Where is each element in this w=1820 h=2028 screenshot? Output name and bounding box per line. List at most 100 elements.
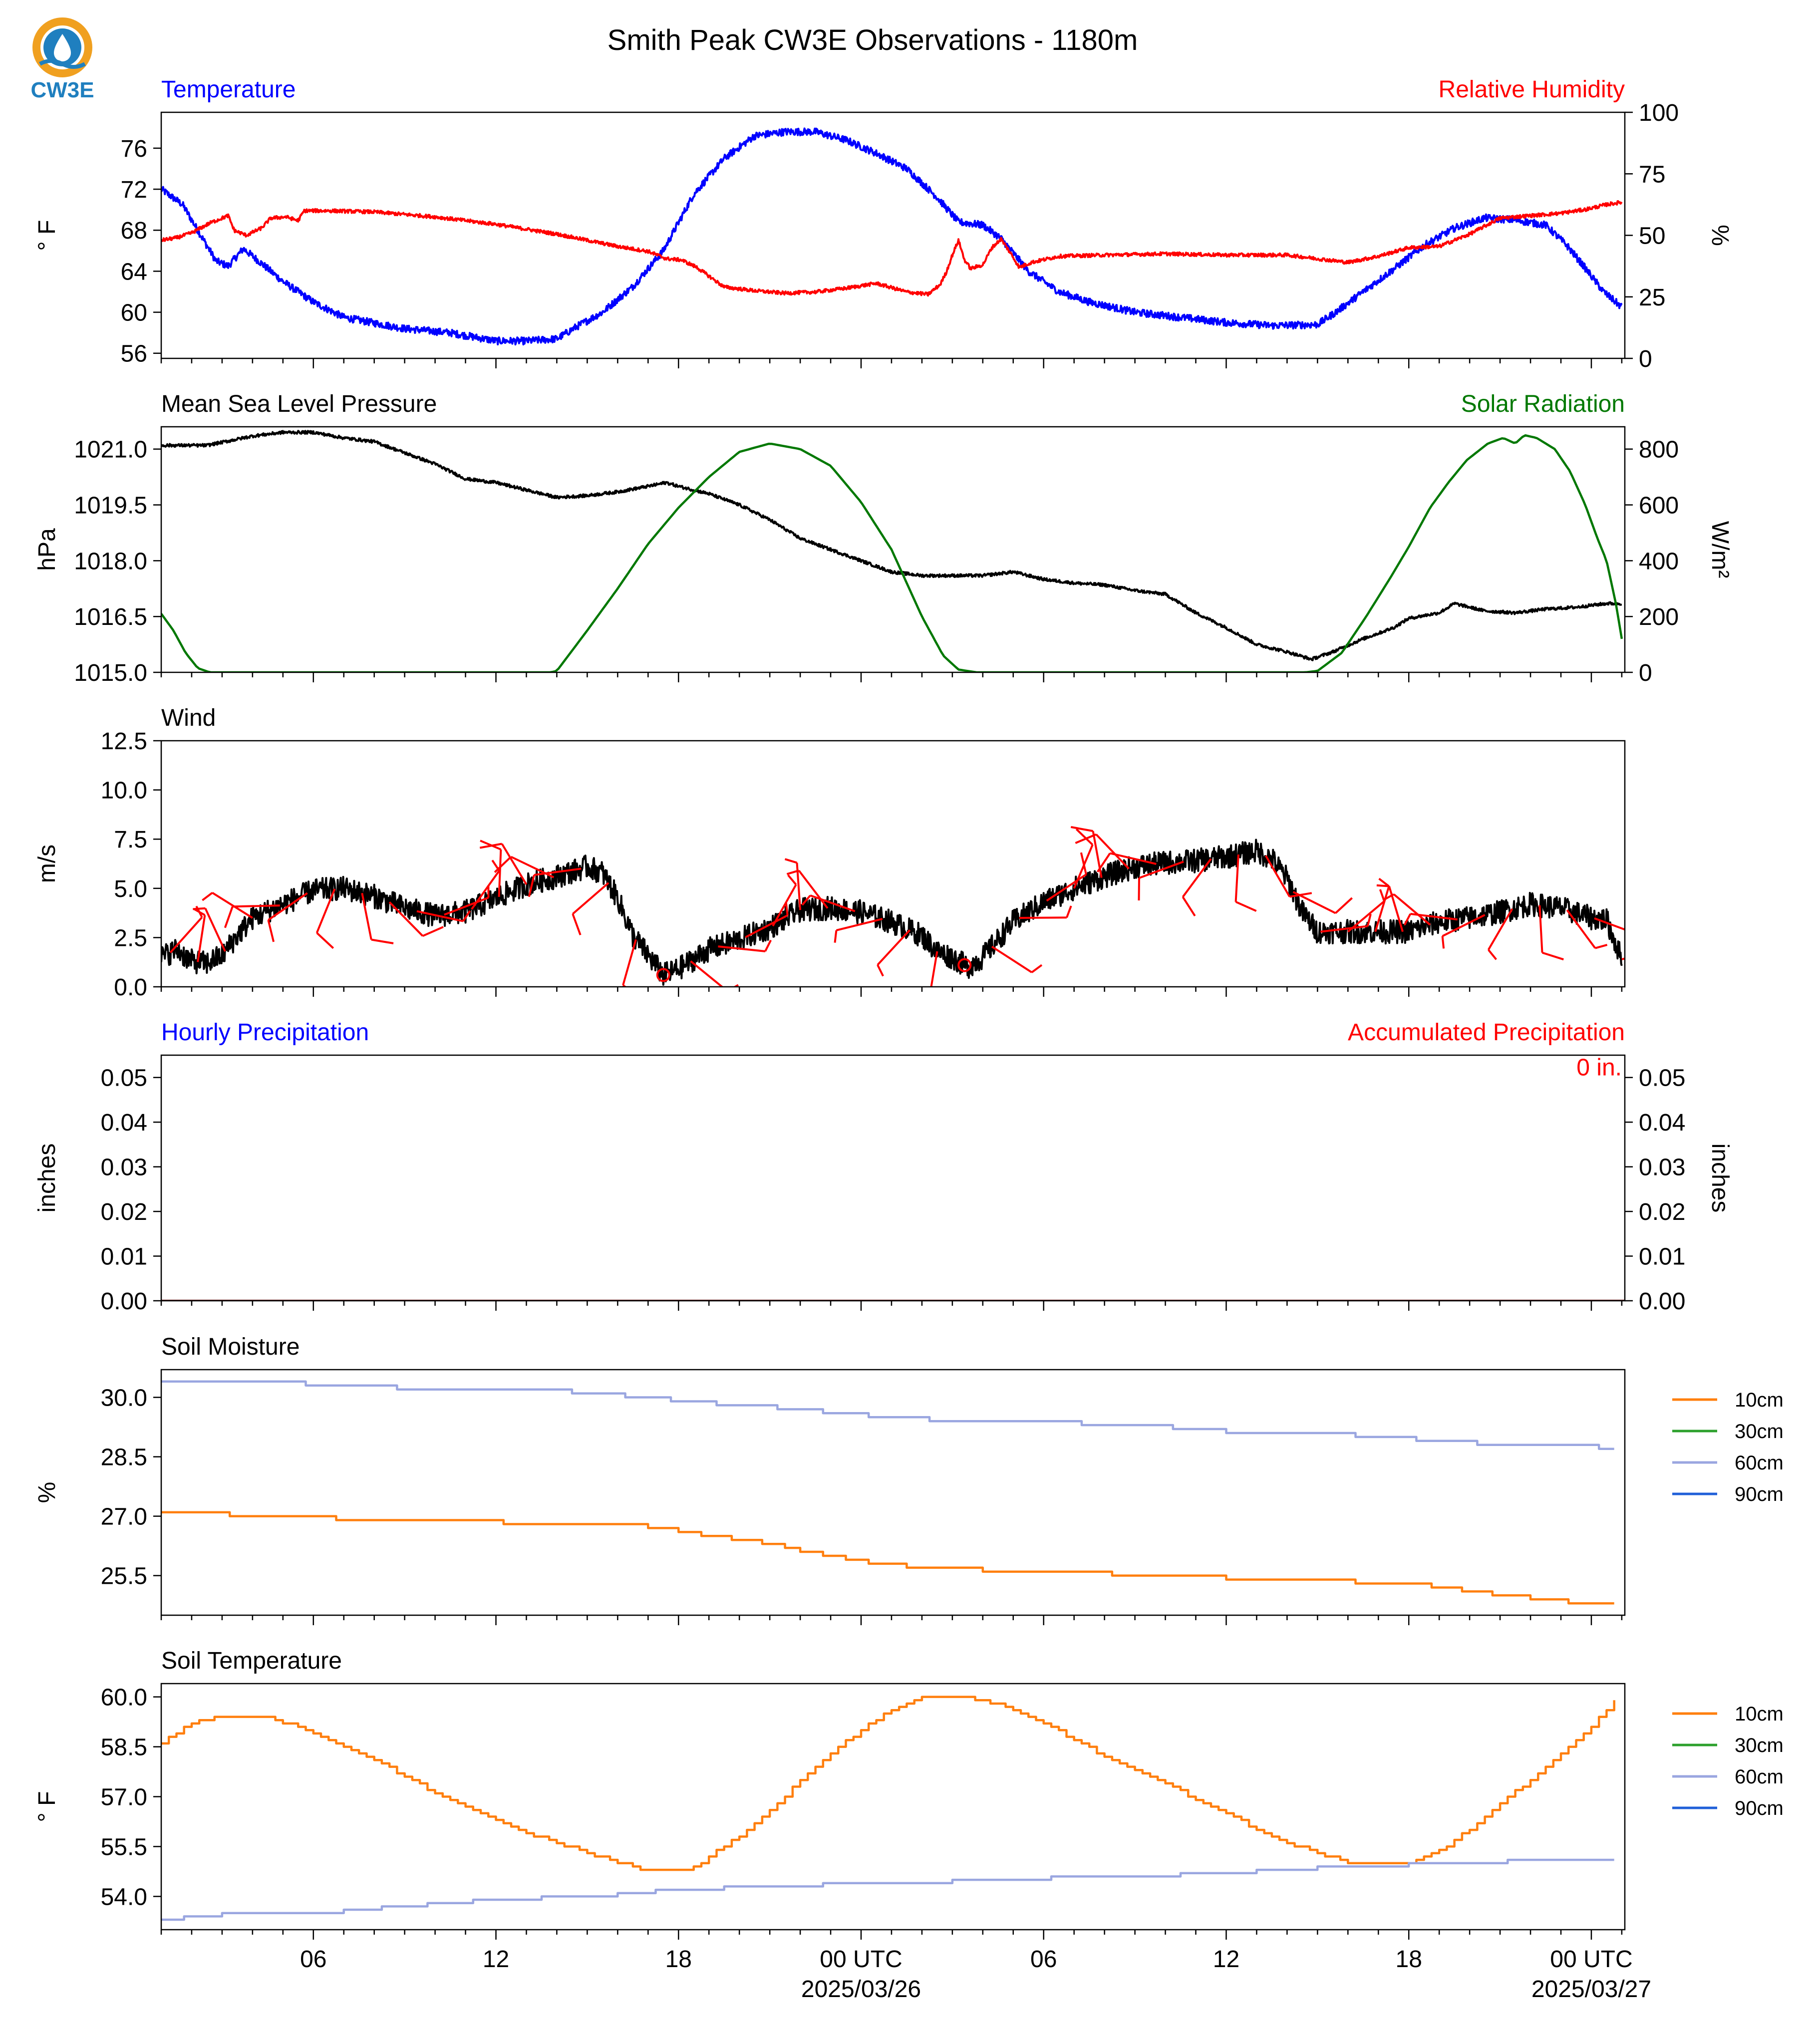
y-left-tick-label: 12.5: [101, 728, 147, 755]
y-left-tick-label: 0.03: [101, 1155, 147, 1181]
wind-barb-flag: [1366, 913, 1372, 926]
y-left-tick-label: 0.00: [101, 1288, 147, 1315]
y-right-tick-label: 600: [1639, 493, 1679, 519]
wind-barb-staff: [930, 951, 938, 987]
y-left-tick-label: 10.0: [101, 778, 147, 804]
plot-area: [161, 826, 1625, 987]
panel-wind: Wind 0.0 2.5 5.0 7.5 10.0 12.5 m/s: [34, 705, 1626, 1001]
wind-barb-staff: [315, 888, 336, 933]
wind-barb-staff: [745, 914, 788, 938]
y-left-tick-label: 5.0: [114, 876, 147, 902]
y-left-tick-label: 1016.5: [74, 604, 147, 630]
legend-label-90cm: 90cm: [1735, 1797, 1784, 1819]
wind-barb-staff: [1374, 886, 1390, 932]
wind-barb-flag: [1066, 905, 1072, 918]
wind-barb-staff: [1566, 909, 1596, 949]
legend: 10cm 30cm 60cm 90cm: [1672, 1703, 1784, 1819]
y-left-tick-label: 56: [121, 341, 147, 367]
wind-barb-staff: [1182, 858, 1212, 898]
wind-barb-flag: [224, 906, 234, 928]
y-right-axis-label: W/m²: [1707, 521, 1733, 579]
y-left-tick-label: 60: [121, 300, 147, 326]
wind-barb-staff: [1594, 917, 1625, 931]
y-left-tick-label: 0.0: [114, 974, 147, 1001]
wind-barb-staff: [1095, 834, 1130, 869]
panel-precip: Hourly Precipitation Accumulated Precipit…: [34, 1019, 1733, 1315]
wind-barb-flag: [1182, 896, 1196, 916]
wind-barb-staff: [501, 843, 528, 885]
y-right-tick-label: 25: [1639, 285, 1665, 311]
y-right-tick-label: 50: [1639, 223, 1665, 250]
x-tick-label: 06: [1030, 1946, 1057, 1973]
wind-barb-staff: [197, 915, 206, 962]
wind-barb-staff: [1046, 873, 1087, 902]
legend-label-60cm: 60cm: [1735, 1766, 1784, 1788]
precip-accumulated-label: 0 in.: [1576, 1054, 1622, 1081]
wind-barb-staff: [1019, 916, 1067, 919]
panel-temp-rh: Temperature Relative Humidity 56 60 64 68 72 76…: [34, 76, 1733, 372]
y-right-tick-label: 0: [1639, 346, 1652, 372]
wind-barb-flag: [202, 892, 213, 901]
wind-barb-flag: [786, 869, 799, 875]
cw3e-logo: CW3E: [30, 17, 94, 102]
series-line-1: [161, 1858, 1614, 1921]
y-right-tick-label: 0.05: [1639, 1065, 1685, 1092]
y-right-tick-label: 400: [1639, 548, 1679, 575]
y-left-tick-label: 27.0: [101, 1504, 147, 1530]
panel-title-left: Hourly Precipitation: [161, 1019, 369, 1046]
wind-barb-flag: [371, 938, 394, 944]
wind-barb-flag: [785, 902, 789, 916]
wind-barb-flag: [787, 874, 797, 885]
plot-area: [161, 127, 1623, 346]
wind-barb-staff: [1292, 891, 1336, 914]
x-tick-label: 06: [300, 1946, 326, 1973]
wind-barb-flag: [1335, 897, 1353, 914]
y-left-tick-label: 0.01: [101, 1244, 147, 1270]
panel-title-left: Soil Moisture: [161, 1334, 300, 1360]
wind-barb-staff: [1487, 908, 1514, 950]
y-left-axis-label: ° F: [34, 220, 60, 251]
y-right-axis-label: inches: [1707, 1144, 1733, 1213]
plot-area: [161, 1380, 1614, 1605]
y-left-tick-label: 1021.0: [74, 437, 147, 463]
wind-barb-flag: [1075, 828, 1094, 846]
y-left-tick-label: 55.5: [101, 1834, 147, 1860]
wind-barb-flag: [1075, 833, 1097, 844]
wind-barb-flag: [193, 908, 206, 916]
series-line-0: [161, 1380, 1614, 1450]
wind-barb-flag: [1541, 951, 1564, 961]
y-left-axis-label: m/s: [34, 845, 60, 883]
wind-barb-staff: [1538, 905, 1543, 953]
wind-barb-flag: [528, 874, 535, 897]
wind-barb-flag: [1070, 826, 1093, 832]
wind-barb-staff: [444, 896, 489, 916]
wind-barb-staff: [212, 891, 253, 919]
legend-label-30cm: 30cm: [1735, 1735, 1784, 1756]
wind-barb-staff: [471, 870, 500, 910]
y-right-tick-label: 75: [1639, 161, 1665, 188]
plot-frame: [160, 426, 1626, 673]
panel-title-right: Solar Radiation: [1461, 391, 1625, 417]
x-tick-label: 00 UTC: [1550, 1946, 1632, 1973]
wind-barb-staff: [1410, 912, 1458, 921]
y-right-tick-label: 800: [1639, 437, 1679, 463]
wind-barb-staff: [1347, 900, 1385, 933]
wind-barb-flag: [1382, 893, 1395, 901]
wind-barb-staff: [534, 868, 582, 876]
wind-barb-staff: [1264, 855, 1291, 897]
wind-barb-staff: [1234, 854, 1239, 902]
wind-barb-flag: [193, 907, 206, 910]
wind-barb-staff: [810, 894, 856, 912]
y-left-tick-label: 7.5: [114, 827, 147, 853]
panel-soil-moisture: Soil Moisture 25.5 27.0 28.5 30.0% 10cm 30cm 60…: [34, 1334, 1784, 1625]
y-left-tick-label: 0.04: [101, 1110, 147, 1136]
wind-barb-flag: [834, 930, 838, 943]
legend-label-30cm: 30cm: [1735, 1421, 1784, 1443]
y-left-tick-label: 0.02: [101, 1199, 147, 1225]
wind-barb-staff: [416, 910, 464, 922]
y-left-tick-label: 68: [121, 218, 147, 244]
logo-wave-icon: [39, 59, 86, 69]
series-line-0: [161, 127, 1623, 346]
y-left-tick-label: 25.5: [101, 1563, 147, 1590]
